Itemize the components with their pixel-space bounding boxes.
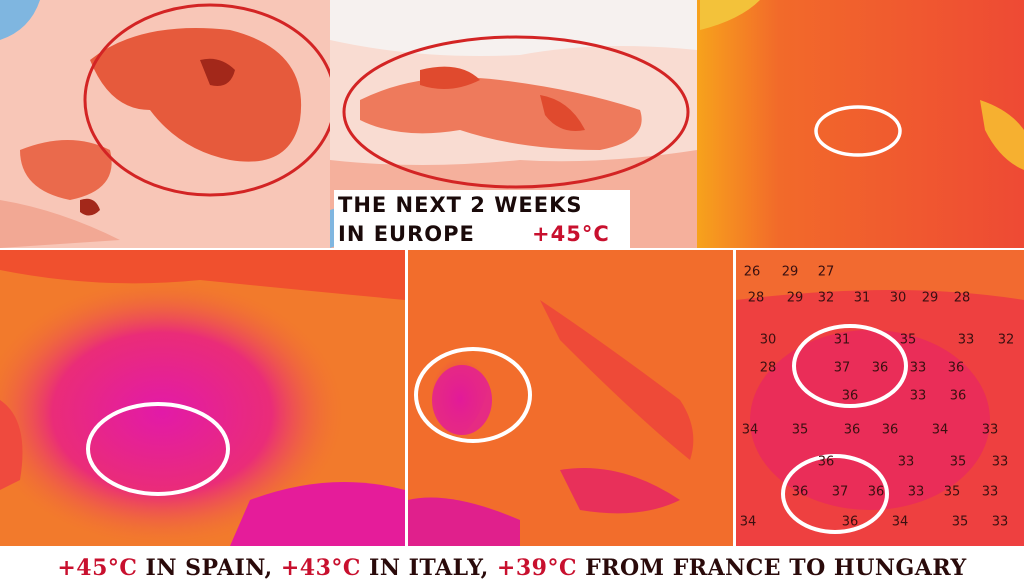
temperature-label: 36 [792, 485, 809, 500]
temperature-map-france [697, 0, 1024, 248]
temperature-label: 36 [882, 423, 899, 438]
temperature-label: 33 [992, 515, 1009, 530]
temperature-label: 33 [992, 455, 1009, 470]
temperature-label: 33 [910, 389, 927, 404]
headline-line1: THE NEXT 2 WEEKS [338, 193, 582, 217]
temperature-label: 37 [834, 361, 851, 376]
anomaly-map-2 [330, 0, 697, 248]
temperature-label: 30 [760, 333, 777, 348]
temperature-label: 29 [922, 291, 939, 306]
temperature-label: 36 [948, 361, 965, 376]
temperature-label: 36 [868, 485, 885, 500]
temperature-label: 34 [892, 515, 909, 530]
temperature-label: 33 [898, 455, 915, 470]
temperature-label: 35 [944, 485, 961, 500]
temperature-label: 33 [958, 333, 975, 348]
caption-part: +43°C [281, 555, 361, 581]
temperature-label: 35 [952, 515, 969, 530]
temperature-label: 29 [787, 291, 804, 306]
temperature-label: 34 [742, 423, 759, 438]
caption-part: +39°C [497, 555, 577, 581]
temperature-label: 35 [900, 333, 917, 348]
temperature-label: 30 [890, 291, 907, 306]
temperature-label: 36 [818, 455, 835, 470]
temperature-map-zoom: 26 29 27 28 29 32 31 30 29 28 30 31 35 33 32 28 37 36 33 36… [736, 250, 1024, 546]
temperature-label: 34 [740, 515, 757, 530]
temperature-label: 33 [982, 485, 999, 500]
temperature-label: 36 [842, 515, 859, 530]
temperature-label: 32 [818, 291, 835, 306]
temperature-label: 28 [748, 291, 765, 306]
temperature-label: 35 [950, 455, 967, 470]
headline-line2: IN EUROPE [338, 222, 475, 246]
temperature-label: 33 [908, 485, 925, 500]
temperature-label: 31 [834, 333, 851, 348]
temperature-label: 28 [954, 291, 971, 306]
headline-temperature: +45°C [532, 222, 610, 246]
temperature-label: 31 [854, 291, 871, 306]
temperature-label: 36 [950, 389, 967, 404]
temperature-label: 32 [998, 333, 1015, 348]
caption: +45°C IN SPAIN, +43°C IN ITALY, +39°C FR… [57, 555, 966, 581]
temperature-label: 29 [782, 265, 799, 280]
temperature-label: 36 [872, 361, 889, 376]
caption-part: +45°C [57, 555, 137, 581]
caption-part: FROM FRANCE TO HUNGARY [577, 555, 967, 581]
anomaly-map-1 [0, 0, 337, 248]
temperature-label: 28 [760, 361, 777, 376]
temperature-label: 35 [792, 423, 809, 438]
temperature-label: 36 [842, 389, 859, 404]
temperature-label: 37 [832, 485, 849, 500]
zoom-numbers: 26 29 27 28 29 32 31 30 29 28 30 31 35 33 32 28 37 36 33 36… [740, 265, 1015, 530]
temperature-label: 33 [982, 423, 999, 438]
temperature-map-spain [0, 250, 405, 546]
temperature-label: 26 [744, 265, 761, 280]
temperature-map-italy [408, 250, 733, 546]
temperature-label: 27 [818, 265, 835, 280]
caption-part: IN ITALY, [361, 555, 497, 581]
temperature-label: 36 [844, 423, 861, 438]
temperature-label: 33 [910, 361, 927, 376]
caption-part: IN SPAIN, [137, 555, 280, 581]
temperature-label: 34 [932, 423, 949, 438]
